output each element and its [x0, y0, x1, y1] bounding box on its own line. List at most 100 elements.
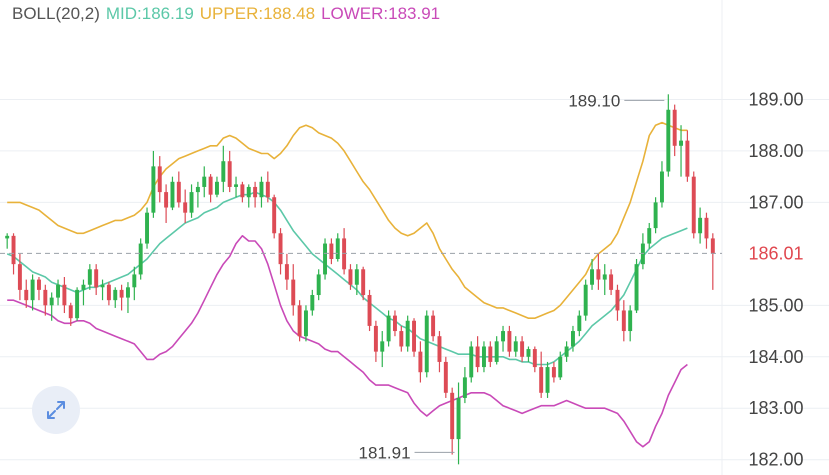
candle-body-down: [17, 264, 22, 290]
candle-body-up: [202, 176, 207, 187]
candle-body-down: [291, 279, 296, 306]
high-price-label: 189.10: [568, 91, 620, 110]
candle-body-up: [310, 295, 315, 311]
expand-button[interactable]: [32, 386, 80, 434]
candle-body-up: [653, 202, 658, 229]
candle-body-down: [36, 279, 41, 290]
price-overlay: 189.00 188.00 187.00 186.01 185.00 184.00 183.…: [0, 89, 804, 470]
candle-body-up: [125, 287, 130, 298]
candle-body-up: [513, 341, 518, 352]
y-tick-label: 183.00: [748, 398, 803, 418]
candle-body-down: [507, 331, 512, 352]
candle-body-down: [609, 274, 614, 290]
candle-body-down: [94, 269, 99, 288]
upper-label: UPPER:188.48: [199, 4, 316, 23]
candle-body-up: [151, 166, 156, 213]
upper-band-line: [7, 121, 688, 320]
candle-body-up: [456, 397, 461, 440]
candle-body-down: [284, 264, 289, 280]
candle-body-up: [100, 284, 105, 288]
candle-body-down: [43, 289, 48, 306]
candle-body-up: [679, 140, 684, 146]
candle-body-up: [590, 269, 595, 285]
candle-body-down: [253, 186, 258, 198]
candle-body-up: [634, 264, 639, 311]
candle-body-up: [526, 349, 531, 357]
current-price-label: 186.01: [748, 243, 803, 263]
y-tick-label: 185.00: [748, 295, 803, 315]
candle-body-up: [647, 228, 652, 244]
candle-body-down: [691, 176, 696, 234]
candle-body-down: [119, 289, 124, 298]
candle-body-down: [297, 305, 302, 337]
candle-body-up: [214, 181, 219, 195]
candle-body-up: [87, 269, 92, 285]
candle-body-up: [132, 274, 137, 288]
candle-body-down: [488, 346, 493, 362]
candle-body-up: [545, 367, 550, 393]
candle-body-down: [11, 235, 16, 265]
candle-body-down: [443, 361, 448, 393]
candle-body-up: [405, 320, 410, 347]
candle-body-down: [176, 181, 181, 203]
y-tick-label: 188.00: [748, 141, 803, 161]
candle-body-down: [265, 181, 270, 198]
candle-body-up: [640, 243, 645, 265]
candle-body-down: [342, 238, 347, 270]
indicator-header: BOLL(20,2) MID:186.19 UPPER:188.48 LOWER:18…: [12, 4, 446, 24]
candle-body-down: [412, 320, 417, 352]
candle-body-up: [246, 186, 251, 198]
candle-body-up: [5, 235, 10, 239]
candle-body-up: [81, 284, 86, 290]
candle-body-up: [30, 279, 35, 301]
candle-body-down: [240, 184, 245, 198]
candle-body-up: [335, 238, 340, 259]
candle-body-down: [399, 331, 404, 347]
candle-body-up: [234, 184, 239, 187]
candle-body-up: [666, 109, 671, 172]
candle-body-up: [570, 331, 575, 347]
candle-body-down: [615, 289, 620, 311]
candle-body-up: [583, 284, 588, 316]
candle-body-up: [602, 274, 607, 280]
candle-body-down: [68, 305, 73, 319]
y-tick-label: 182.00: [748, 450, 803, 470]
candle-body-up: [323, 243, 328, 275]
candle-body-up: [75, 289, 80, 319]
candle-body-down: [596, 269, 601, 280]
candle-body-down: [208, 176, 213, 195]
candle-body-up: [56, 284, 61, 298]
candle-body-up: [380, 341, 385, 352]
candle-body-down: [373, 325, 378, 352]
candle-body-up: [189, 192, 194, 213]
indicator-name: BOLL(20,2): [12, 4, 100, 23]
mid-label: MID:186.19: [105, 4, 194, 23]
candle-body-down: [329, 243, 334, 259]
candle-body-up: [698, 217, 703, 234]
lower-label: LOWER:183.91: [321, 4, 441, 23]
candle-body-down: [539, 367, 544, 393]
candle-body-up: [49, 297, 54, 306]
candle-body-up: [170, 181, 175, 208]
candle-body-up: [424, 315, 429, 373]
candle-body-up: [564, 346, 569, 357]
candle-body-down: [272, 197, 277, 234]
candle-body-up: [558, 356, 563, 378]
candle-body-down: [164, 192, 169, 208]
candle-body-up: [577, 315, 582, 332]
lower-band-line: [7, 235, 688, 448]
candle-body-down: [227, 161, 232, 187]
candle-body-down: [106, 284, 111, 301]
candle-body-up: [221, 161, 226, 182]
candle-body-down: [392, 315, 397, 332]
low-price-label: 181.91: [359, 443, 411, 462]
candle-body-down: [672, 109, 677, 146]
candle-body-down: [62, 284, 67, 306]
candle-body-up: [316, 274, 321, 296]
candle-body-down: [437, 336, 442, 362]
candle-body-up: [494, 341, 499, 362]
y-tick-label: 189.00: [748, 89, 803, 109]
candle-body-down: [685, 140, 690, 177]
candle-body-down: [361, 269, 366, 296]
